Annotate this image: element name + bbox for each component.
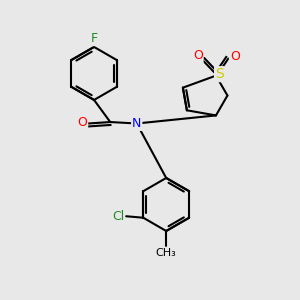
Text: F: F [91, 32, 98, 45]
Text: CH₃: CH₃ [156, 248, 177, 258]
Text: N: N [132, 117, 141, 130]
Text: O: O [77, 116, 87, 129]
Text: O: O [193, 50, 202, 62]
Text: Cl: Cl [112, 210, 124, 223]
Text: S: S [215, 67, 224, 81]
Text: O: O [230, 50, 240, 63]
